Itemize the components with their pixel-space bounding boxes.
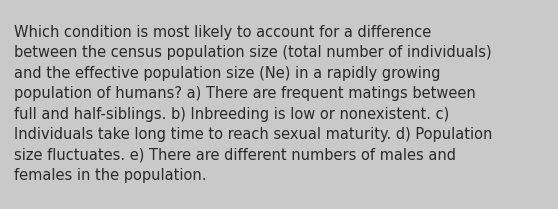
Text: Which condition is most likely to account for a difference
between the census po: Which condition is most likely to accoun… bbox=[14, 25, 492, 183]
